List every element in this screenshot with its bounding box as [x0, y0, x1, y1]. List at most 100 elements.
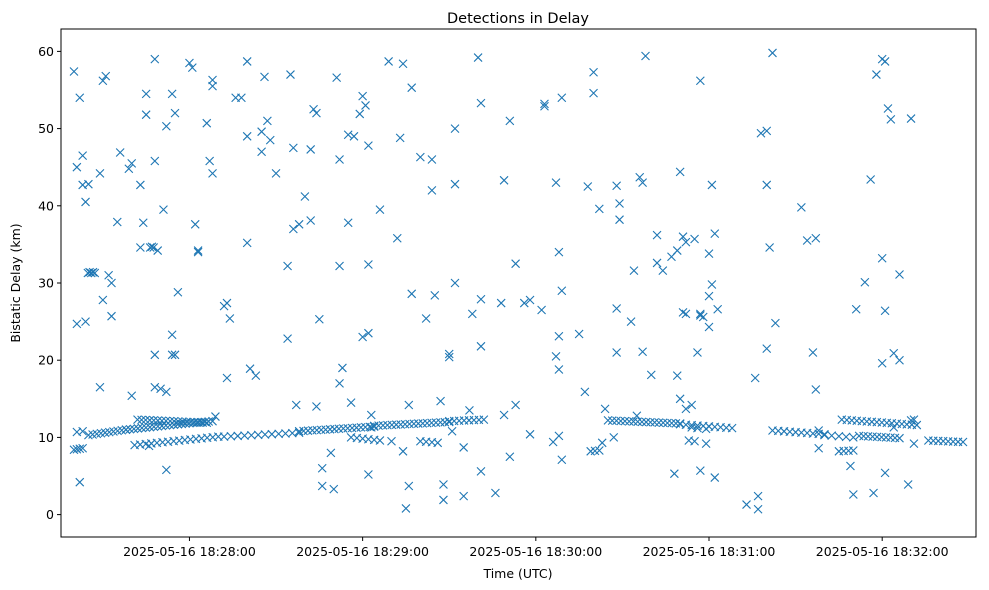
data-point-315: [157, 416, 167, 426]
data-point-235: [765, 243, 775, 252]
data-point-497: [90, 268, 100, 278]
data-point-90: [329, 484, 339, 494]
data-point-87: [317, 463, 327, 473]
data-point-119: [404, 400, 414, 410]
data-point-288: [133, 424, 143, 433]
data-point-287: [129, 424, 139, 434]
data-point-241: [811, 385, 821, 394]
y-tick-label-6: 60: [38, 44, 54, 59]
data-point-201: [678, 307, 688, 317]
x-axis-label: Time (UTC): [482, 566, 552, 581]
data-point-207: [687, 400, 697, 410]
data-point-404: [375, 436, 385, 445]
data-point-263: [895, 270, 904, 279]
data-point-499: [147, 242, 157, 252]
data-point-178: [612, 181, 622, 191]
data-point-232: [762, 126, 772, 136]
data-point-8: [81, 197, 90, 207]
data-point-454: [848, 433, 858, 442]
data-point-480: [895, 433, 904, 443]
data-point-323: [190, 417, 199, 427]
data-point-233: [762, 180, 772, 190]
data-point-153: [519, 298, 529, 308]
data-point-421: [641, 417, 651, 427]
data-point-123: [421, 314, 431, 323]
data-point-188: [638, 178, 648, 188]
data-point-166: [557, 286, 567, 296]
data-point-99: [349, 131, 359, 141]
data-point-379: [396, 420, 406, 429]
data-point-420: [637, 417, 647, 427]
data-point-157: [540, 99, 549, 109]
data-point-238: [796, 202, 806, 212]
data-point-67: [257, 147, 266, 157]
data-point-240: [808, 348, 818, 357]
data-point-116: [398, 59, 408, 69]
data-point-80: [300, 192, 310, 201]
plot-frame: [60, 28, 977, 538]
data-point-326: [202, 418, 212, 428]
data-point-221: [704, 249, 714, 259]
data-point-165: [554, 331, 564, 341]
data-point-46: [187, 63, 197, 72]
data-point-363: [330, 424, 339, 434]
data-point-84: [312, 108, 321, 118]
data-point-48: [193, 246, 203, 255]
data-point-366: [343, 423, 353, 433]
data-point-47: [190, 219, 200, 229]
data-point-368: [352, 423, 361, 433]
data-point-69: [260, 72, 269, 82]
data-point-258: [883, 104, 893, 113]
y-tick-label-5: 50: [38, 121, 54, 136]
x-tick-label-0: 2025-05-16 18:28:00: [123, 544, 256, 559]
data-point-156: [537, 305, 546, 315]
data-point-180: [612, 348, 622, 357]
data-point-187: [638, 347, 648, 357]
data-point-129: [439, 480, 448, 489]
data-point-408: [433, 438, 443, 448]
data-point-265: [906, 114, 916, 123]
data-point-111: [384, 57, 393, 66]
data-point-476: [877, 432, 886, 442]
data-point-128: [439, 495, 448, 505]
data-point-197: [672, 371, 682, 381]
data-point-415: [616, 416, 626, 426]
data-point-246: [848, 490, 858, 499]
data-point-314: [153, 416, 163, 425]
data-point-64: [242, 131, 252, 141]
data-point-147: [499, 175, 509, 185]
data-point-237: [771, 318, 780, 328]
data-point-472: [859, 431, 868, 441]
y-axis-label: Bistatic Delay (km): [8, 223, 23, 342]
data-point-224: [710, 473, 720, 482]
data-point-259: [886, 114, 896, 124]
data-point-264: [903, 480, 913, 489]
x-tick-label-2: 2025-05-16 18:30:00: [469, 544, 602, 559]
data-point-131: [444, 352, 454, 362]
data-point-144: [476, 466, 486, 476]
data-point-251: [872, 70, 881, 79]
data-point-42: [150, 350, 160, 360]
data-point-66: [251, 371, 261, 381]
data-point-355: [294, 426, 304, 436]
data-point-348: [253, 430, 263, 440]
data-point-229: [753, 491, 763, 501]
data-point-239: [802, 236, 812, 245]
data-point-219: [704, 291, 714, 301]
data-point-199: [675, 394, 685, 404]
data-point-198: [675, 167, 685, 177]
data-point-236: [768, 48, 777, 58]
data-point-202: [681, 404, 691, 414]
data-point-218: [701, 439, 711, 448]
data-point-215: [695, 311, 705, 320]
data-point-347: [246, 430, 256, 440]
data-point-227: [742, 500, 751, 509]
data-point-125: [427, 155, 437, 164]
data-point-33: [159, 205, 168, 215]
data-point-173: [589, 88, 598, 98]
data-point-345: [233, 431, 243, 441]
data-point-343: [219, 432, 229, 442]
data-point-27: [141, 110, 151, 120]
data-point-16: [107, 311, 116, 321]
data-point-322: [186, 417, 195, 427]
